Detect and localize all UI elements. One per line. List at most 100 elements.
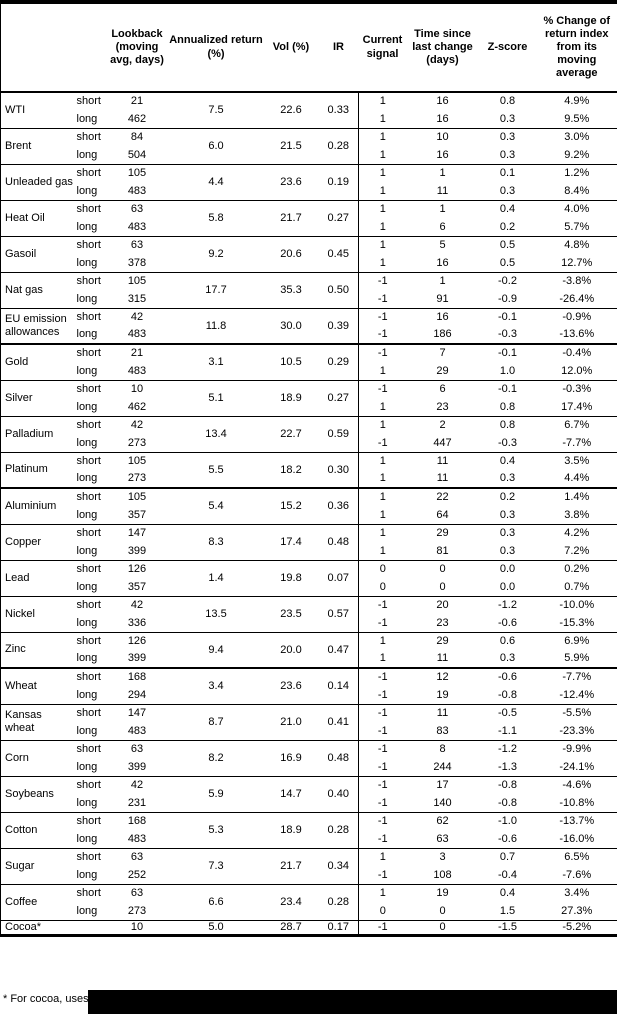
vol-value: 14.7	[263, 775, 319, 812]
z-score-value: 0.4	[478, 883, 537, 902]
lookback-value: 294	[127, 688, 147, 701]
pct-change-value: 3.5%	[536, 451, 617, 470]
commodity-name: Coffee	[0, 883, 74, 920]
pct-change-value: -13.6%	[559, 328, 595, 341]
pct-change-value: -7.6%	[562, 868, 592, 881]
z-score-value: 0.8	[499, 400, 516, 413]
commodity-name: Corn	[0, 739, 74, 776]
ir-value: 0.28	[318, 883, 359, 920]
lookback-value: 42	[105, 595, 169, 614]
subrow-label: short	[73, 811, 106, 830]
vol-value: 22.6	[263, 91, 319, 128]
time-since-change-value: 20	[406, 595, 479, 614]
subrow-label: long	[76, 292, 98, 305]
table-row: WTI short 21 7.5 22.6 0.33 1 16 0.8 4.9%	[0, 91, 617, 128]
current-signal-value: 1	[358, 650, 407, 668]
vol-value: 28.7	[263, 919, 319, 935]
current-signal-value: 1	[358, 110, 407, 128]
time-since-change-value: 62	[406, 811, 479, 830]
pct-change-value: -13.7%	[536, 811, 617, 830]
lookback-value: 105	[105, 451, 169, 470]
annualized-return-value: 9.2	[168, 235, 264, 272]
pct-change-value: -5.2%	[536, 919, 617, 935]
commodity-block: Nickel short 42 13.5 23.5 0.57 -1 20 -1.2 -10.0% l…	[0, 595, 617, 632]
time-since-change-value: 19	[406, 883, 479, 902]
subrow-label: long	[76, 616, 98, 629]
table-row: Soybeans short 42 5.9 14.7 0.40 -1 17 -0.8 -4.6%	[0, 775, 617, 812]
commodity-name: Brent	[0, 127, 74, 164]
time-since-change-value: 10	[406, 127, 479, 146]
z-score-value: 0.0	[499, 580, 516, 593]
time-since-change-value: 11	[436, 184, 449, 197]
z-score-value: -0.6	[498, 616, 517, 629]
time-since-change-value: 140	[433, 796, 452, 809]
table-row: Kansas wheat short 147 8.7 21.0 0.41 -1 11 -0.5-…	[0, 703, 617, 740]
z-score-value: -0.8	[498, 796, 517, 809]
table-row: Heat Oil short 63 5.8 21.7 0.27 1 1 0.4 4.0%	[0, 199, 617, 236]
time-since-change-value: 16	[406, 307, 479, 326]
vol-value: 16.9	[263, 739, 319, 776]
commodity-name: Heat Oil	[0, 199, 74, 236]
commodity-block: WTI short 21 7.5 22.6 0.33 1 16 0.8 4.9% long 462 1 1…	[0, 91, 617, 128]
commodity-name: Cocoa*	[0, 919, 74, 935]
time-since-change-value: 11	[436, 472, 449, 485]
ir-value: 0.28	[318, 811, 359, 848]
vol-value: 10.5	[263, 343, 319, 380]
vol-value: 21.7	[263, 199, 319, 236]
vol-value: 18.9	[263, 811, 319, 848]
current-signal-value: -1	[358, 758, 407, 776]
z-score-value: 0.5	[499, 256, 516, 269]
time-since-change-value: 5	[406, 235, 479, 254]
annualized-return-value: 3.1	[168, 343, 264, 380]
current-signal-value: 1	[358, 218, 407, 236]
pct-change-value: 6.5%	[536, 847, 617, 866]
z-score-value: 0.3	[499, 652, 516, 665]
annualized-return-value: 7.3	[168, 847, 264, 884]
time-since-change-value: 22	[406, 487, 479, 506]
time-since-change-value: 11	[406, 703, 479, 722]
table-row: long 273 -1 447 -0.3 -7.7%	[1, 434, 617, 452]
pct-change-value: 3.0%	[536, 127, 617, 146]
subrow-label: long	[76, 256, 98, 269]
table-row: Unleaded gas short 105 4.4 23.6 0.19 1 1 0.1 1.2%	[0, 163, 617, 200]
current-signal-value: 1	[358, 127, 407, 146]
z-score-value: -0.8	[498, 688, 517, 701]
z-score-value: 0.3	[499, 472, 516, 485]
current-signal-value: 1	[358, 163, 407, 182]
time-since-change-value: 12	[406, 667, 479, 686]
table-row: Brent short 84 6.0 21.5 0.28 1 10 0.3 3.0%	[0, 127, 617, 164]
commodity-block: Corn short 63 8.2 16.9 0.48 -1 8 -1.2 -9.9% long 39…	[0, 739, 617, 776]
subrow-label: long	[76, 832, 98, 845]
current-signal-value: 1	[358, 847, 407, 866]
subrow-label: long	[76, 796, 98, 809]
commodity-block: Soybeans short 42 5.9 14.7 0.40 -1 17 -0.8 -4.6% l…	[0, 775, 617, 812]
subrow-label: short	[73, 451, 106, 470]
annualized-return-value: 8.2	[168, 739, 264, 776]
column-header-z_score: Z-score	[478, 2, 537, 93]
time-since-change-value: 1	[406, 271, 479, 290]
subrow-label: short	[73, 127, 106, 146]
time-since-change-value: 16	[406, 91, 479, 110]
lookback-value: 105	[105, 487, 169, 506]
subrow-label: short	[73, 343, 106, 362]
table-row: Nat gas short 105 17.7 35.3 0.50 -1 1 -0.2 -3.8%	[0, 271, 617, 308]
commodity-block: Zinc short 126 9.4 20.0 0.47 1 29 0.6 6.9% long 399…	[0, 631, 617, 668]
current-signal-value: -1	[358, 379, 407, 398]
ir-value: 0.19	[318, 163, 359, 200]
commodity-name: Copper	[0, 523, 74, 560]
subrow-label: long	[76, 400, 98, 413]
z-score-value: 0.4	[478, 199, 537, 218]
lookback-value: 357	[127, 508, 147, 521]
vol-value: 18.9	[263, 379, 319, 416]
current-signal-value: 1	[358, 398, 407, 416]
subrow-label: short	[73, 703, 106, 722]
time-since-change-value: 29	[406, 523, 479, 542]
commodity-block: Sugar short 63 7.3 21.7 0.34 1 3 0.7 6.5% long 252-…	[0, 847, 617, 884]
subrow-label: long	[76, 904, 98, 917]
table-row: long 357 1 64 0.3 3.8%	[1, 506, 617, 524]
vol-value: 23.4	[263, 883, 319, 920]
commodity-block: Lead short 126 1.4 19.8 0.07 0 0 0.0 0.2% long 357 0…	[0, 559, 617, 596]
z-score-value: -1.1	[498, 724, 517, 737]
table-row: long 378 1 16 0.5 12.7%	[1, 254, 617, 272]
z-score-value: -1.2	[478, 739, 537, 758]
